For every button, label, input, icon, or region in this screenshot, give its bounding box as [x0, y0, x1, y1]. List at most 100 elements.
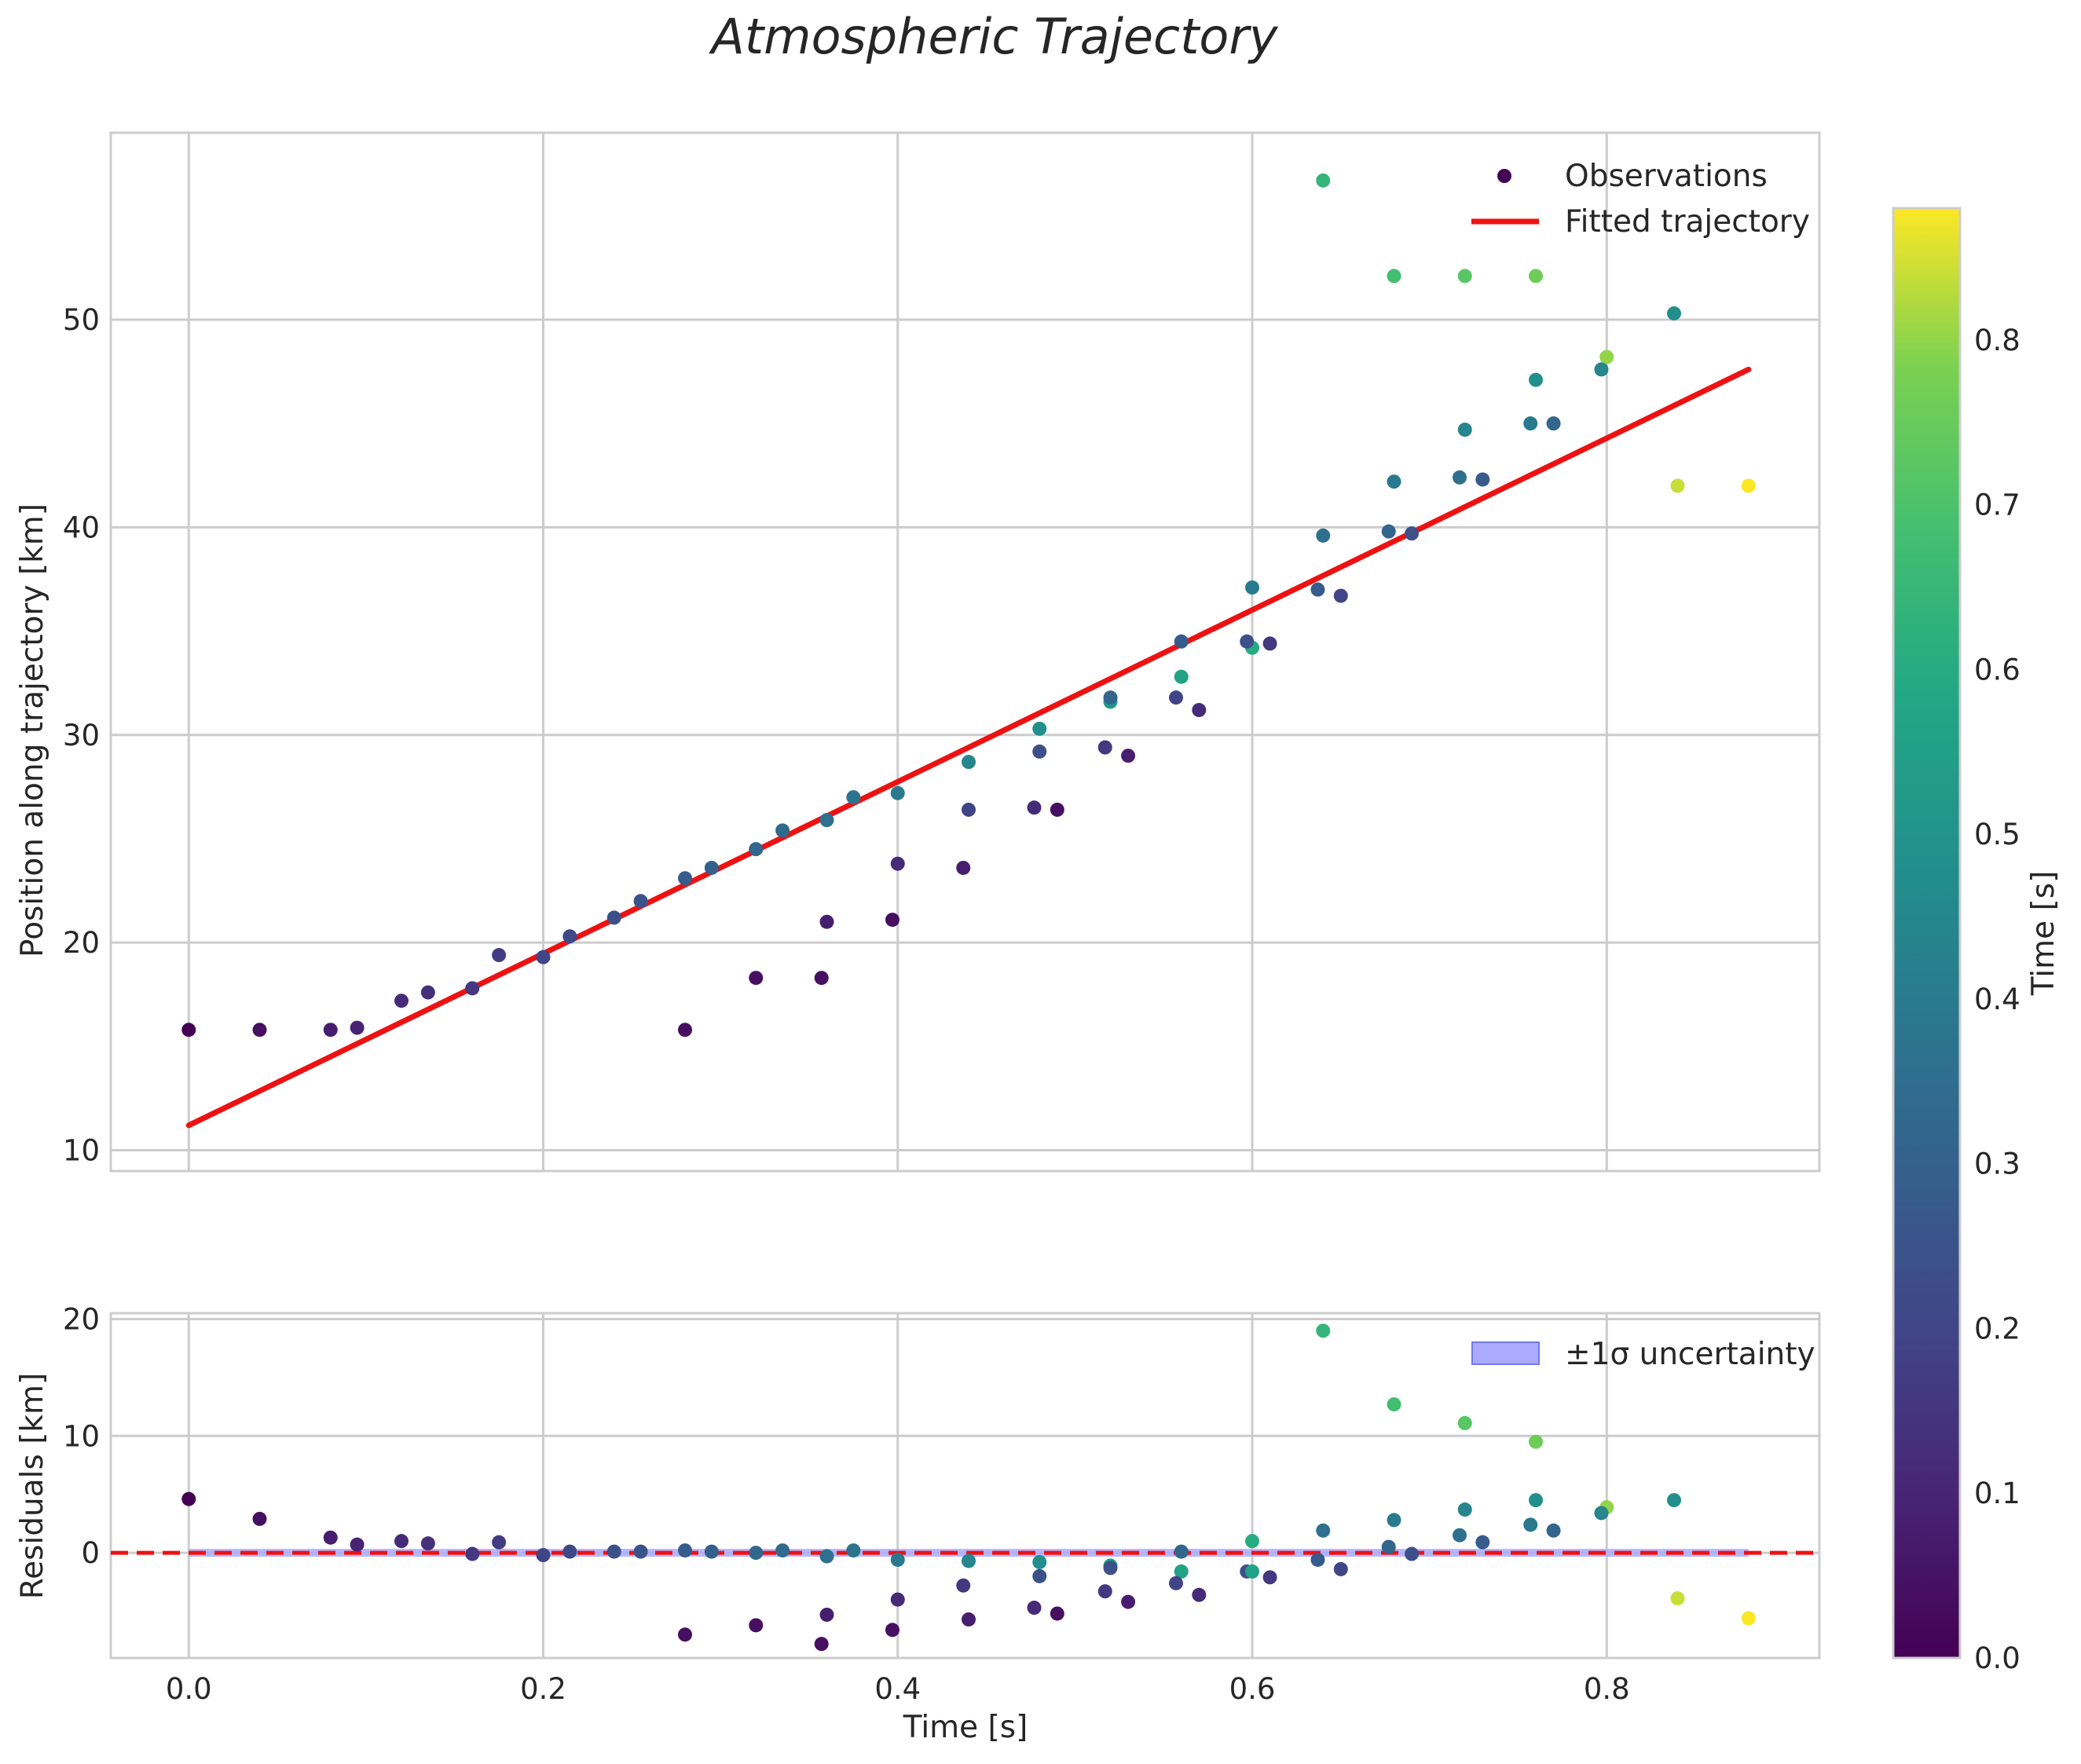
observation-point — [749, 971, 764, 986]
residual-point — [1666, 1493, 1681, 1508]
x-tick-label: 0.2 — [520, 1672, 566, 1706]
observation-point — [1050, 802, 1064, 817]
x-tick-label: 0.4 — [874, 1672, 921, 1706]
residual-point — [1027, 1601, 1042, 1616]
residual-point — [1523, 1517, 1538, 1532]
observation-point — [819, 914, 834, 929]
observation-point — [1405, 526, 1420, 541]
legend-fit-label: Fitted trajectory — [1565, 204, 1810, 240]
observation-point — [350, 1020, 365, 1035]
residual-point — [1050, 1606, 1064, 1621]
observation-point — [1741, 478, 1756, 493]
x-tick-label: 0.8 — [1584, 1672, 1630, 1706]
residual-point — [1310, 1552, 1325, 1567]
colorbar-tick-label: 0.7 — [1974, 489, 2021, 522]
observation-point — [323, 1023, 338, 1038]
observation-point — [1387, 269, 1401, 284]
observation-point — [1381, 524, 1396, 539]
observation-point — [1546, 416, 1561, 431]
observation-point — [1262, 636, 1277, 651]
observation-point — [1240, 634, 1255, 649]
main-grid — [111, 133, 1819, 1171]
observation-point — [1310, 582, 1325, 597]
observation-point — [1387, 474, 1401, 489]
observation-point — [1192, 703, 1207, 718]
observation-point — [1666, 306, 1681, 321]
y-tick-label: 10 — [63, 1134, 100, 1168]
residual-point — [606, 1544, 621, 1559]
residual-point — [846, 1543, 861, 1558]
residuals-xlabel: Time [s] — [903, 1710, 1028, 1745]
residual-point — [1097, 1584, 1112, 1599]
residual-point — [536, 1548, 551, 1563]
colorbar-tick-label: 0.6 — [1974, 653, 2021, 686]
residual-point — [1387, 1397, 1401, 1412]
legend-band-marker — [1471, 1341, 1540, 1365]
observation-point — [1457, 423, 1472, 437]
residual-point — [1381, 1539, 1396, 1554]
y-tick-label: 20 — [63, 1302, 100, 1336]
observation-point — [819, 813, 834, 828]
residual-point — [1457, 1415, 1472, 1430]
residuals-frame — [109, 1312, 1821, 1660]
residual-point — [678, 1627, 693, 1642]
observation-point — [775, 823, 790, 838]
observation-point — [1599, 350, 1614, 364]
observation-point — [465, 981, 480, 996]
residual-point — [704, 1544, 719, 1559]
observation-point — [1174, 634, 1189, 649]
legend-band-label: ±1σ uncertainty — [1565, 1337, 1815, 1372]
observation-point — [536, 950, 551, 964]
observation-point — [1594, 362, 1609, 377]
main-panel: 10 20 30 40 50 Position along trajectory [km… — [15, 131, 1821, 1173]
residual-point — [1121, 1594, 1136, 1609]
residual-point — [890, 1592, 905, 1607]
residual-point — [678, 1543, 693, 1558]
observation-point — [956, 860, 971, 875]
observation-point — [252, 1023, 267, 1038]
residual-point — [1103, 1561, 1118, 1576]
residuals-ylabel: Residuals [km] — [15, 1373, 50, 1599]
chart-title: Atmospheric Trajectory — [708, 8, 1278, 65]
observation-point — [1121, 748, 1136, 763]
residual-point — [814, 1637, 829, 1652]
residual-point — [633, 1544, 648, 1559]
residual-point — [885, 1623, 899, 1638]
residual-point — [1316, 1323, 1331, 1338]
observation-point — [846, 790, 861, 805]
residual-point — [1475, 1535, 1490, 1550]
residual-point — [562, 1544, 577, 1559]
colorbar: 0.0 0.1 0.2 0.3 0.4 0.5 0.6 0.7 0.8 Time [s] — [1892, 207, 2061, 1675]
residual-point — [323, 1530, 338, 1545]
observation-point — [1032, 721, 1047, 736]
observation-point — [885, 913, 899, 928]
observation-point — [678, 1023, 693, 1038]
colorbar-tick-label: 0.5 — [1974, 818, 2021, 851]
main-legend: Observations Fitted trajectory — [1471, 159, 1810, 240]
residual-point — [1457, 1502, 1472, 1517]
residual-point — [1546, 1523, 1561, 1538]
residual-point — [1529, 1434, 1544, 1449]
observation-point — [1333, 588, 1348, 603]
residual-point — [1032, 1568, 1047, 1583]
residual-point — [962, 1612, 976, 1627]
main-ylabel: Position along trajectory [km] — [15, 503, 50, 957]
main-ticks: 10 20 30 40 50 — [63, 303, 100, 1168]
observation-point — [562, 929, 577, 944]
legend-observations-label: Observations — [1565, 159, 1768, 194]
colorbar-tick-label: 0.8 — [1974, 324, 2021, 357]
residual-point — [749, 1618, 764, 1633]
colorbar-tick-label: 0.2 — [1974, 1312, 2021, 1345]
colorbar-tick-label: 0.0 — [1974, 1641, 2021, 1675]
colorbar-label: Time [s] — [2026, 871, 2061, 997]
residual-point — [1529, 1493, 1544, 1508]
residual-points — [181, 1323, 1756, 1652]
residual-point — [1168, 1576, 1183, 1590]
observation-point — [420, 985, 435, 1000]
residual-point — [1594, 1506, 1609, 1521]
observation-point — [814, 971, 829, 986]
colorbar-tick-label: 0.4 — [1974, 983, 2021, 1016]
observation-points — [181, 173, 1756, 1038]
residual-point — [350, 1537, 365, 1552]
residual-point — [749, 1546, 764, 1561]
